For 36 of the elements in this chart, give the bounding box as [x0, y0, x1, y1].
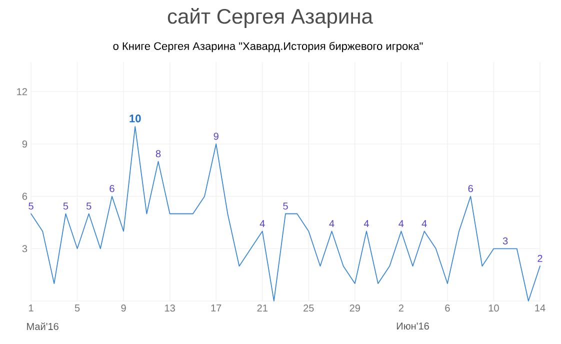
data-label: 4 — [422, 220, 427, 228]
x-tick-label: 9 — [121, 304, 126, 312]
data-label: 8 — [156, 150, 161, 158]
y-tick-label: 6 — [22, 192, 28, 200]
data-label: 5 — [63, 202, 68, 210]
x-tick-label: 10 — [488, 304, 499, 312]
x-tick-label: 25 — [304, 304, 314, 312]
x-tick-label: 6 — [445, 304, 450, 312]
data-label: 2 — [538, 254, 542, 262]
data-label: 9 — [214, 132, 218, 140]
x-tick-label: 29 — [350, 304, 360, 312]
data-label: 3 — [502, 237, 508, 244]
chart-subtitle: о Книге Сергея Азарина "Хавард.История биржевого игрока" — [113, 42, 423, 52]
x-tick-label: 2 — [398, 304, 404, 312]
data-label: 4 — [398, 220, 404, 228]
x-tick-label: 5 — [74, 304, 80, 312]
x-tick-label: 1 — [29, 304, 34, 312]
data-label: 4 — [260, 220, 265, 228]
y-tick-label: 3 — [22, 245, 28, 252]
data-label: 6 — [110, 185, 114, 192]
data-label: 5 — [86, 202, 92, 210]
chart-title: сайт Сергея Азарина — [168, 8, 373, 28]
x-tick-label: 21 — [257, 304, 268, 312]
y-tick-label: 9 — [22, 140, 28, 148]
x-tick-label: 13 — [165, 304, 175, 312]
data-label: 4 — [364, 220, 369, 228]
x-tick-label: 17 — [211, 304, 222, 312]
data-label: 6 — [468, 185, 473, 192]
text: Июн'16 — [396, 322, 429, 330]
text: Май'16 — [27, 322, 58, 330]
data-label: 4 — [329, 220, 334, 228]
data-label: 5 — [283, 202, 288, 210]
x-tick-label: 14 — [535, 304, 546, 312]
data-label: 10 — [130, 114, 141, 122]
y-tick-label: 12 — [17, 88, 27, 96]
data-label: 5 — [28, 202, 34, 210]
